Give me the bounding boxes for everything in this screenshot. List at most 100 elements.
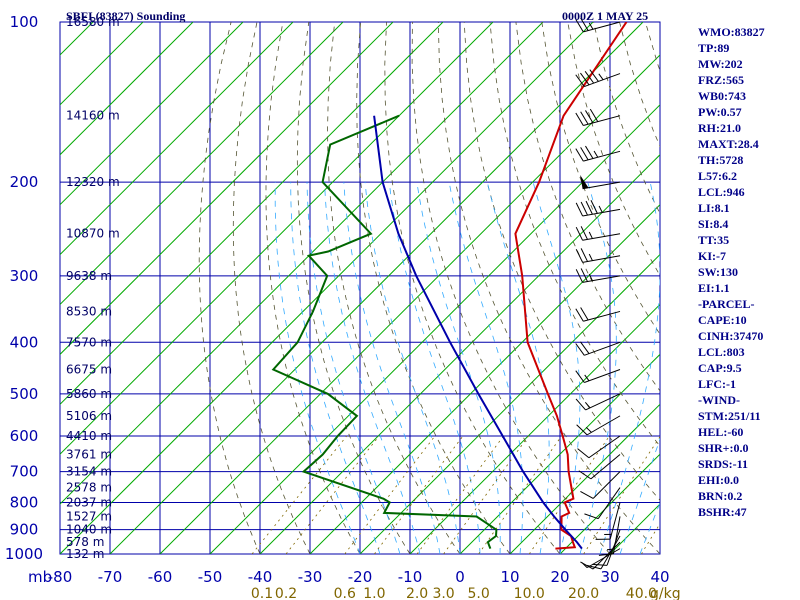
index-value: TT:35	[698, 233, 729, 247]
index-value: SW:130	[698, 265, 738, 279]
wind-barb-feather	[580, 111, 589, 125]
dry-adiabat	[356, 22, 511, 554]
height-label: 7570 m	[66, 335, 112, 349]
wind-barb-half-feather	[598, 205, 603, 213]
wind-barb-feather	[585, 110, 594, 124]
mixing-ratio-label: 3.0	[432, 586, 454, 600]
dry-adiabat	[593, 22, 660, 215]
skewed-isotherm	[159, 54, 660, 554]
wind-barb	[577, 435, 621, 459]
wind-barb	[575, 341, 621, 356]
moist-adiabat	[274, 182, 361, 554]
dry-adiabat	[411, 22, 611, 554]
dry-adiabat	[437, 22, 660, 554]
wind-barb-layer	[575, 17, 621, 570]
height-label: 3154 m	[66, 465, 112, 479]
wind-barb-staff	[597, 487, 621, 519]
pressure-tick-label: 300	[10, 267, 39, 285]
wind-barb-feather	[575, 148, 584, 162]
wind-barb-half-feather	[588, 231, 593, 239]
temperature-profile-line	[514, 22, 628, 550]
index-value: EHI:0.0	[698, 473, 739, 487]
temperature-tick-label: 10	[500, 568, 519, 586]
skewed-isotherm	[459, 353, 660, 554]
wind-barb-feather	[575, 226, 584, 241]
pressure-tick-label: 800	[10, 493, 39, 511]
mixing-ratio-line	[374, 435, 464, 554]
index-value: LCL:803	[698, 345, 745, 359]
height-label: 9638 m	[66, 269, 112, 283]
wind-barb-staff	[582, 275, 621, 283]
mixing-ratio-label: 0.1	[251, 586, 273, 600]
dry-adiabat	[198, 22, 261, 554]
mixing-ratio-line	[443, 435, 529, 554]
wind-barb-feather	[575, 370, 585, 383]
index-value: TP:89	[698, 41, 729, 55]
temperature-tick-label: -60	[148, 568, 173, 586]
wind-barb-feather	[575, 343, 585, 356]
moist-adiabat	[416, 182, 501, 554]
index-value: WB0:743	[698, 89, 746, 103]
moist-adiabat	[306, 182, 401, 554]
wind-barb	[584, 487, 621, 520]
wind-barb-staff	[600, 535, 621, 570]
profile-layer	[271, 22, 628, 550]
skewed-isotherm	[409, 303, 660, 554]
index-value: SI:8.4	[698, 217, 728, 231]
dry-adiabat	[749, 22, 800, 554]
wind-barb-feather	[580, 268, 588, 282]
wind-barb-feather	[575, 398, 586, 411]
wind-barb-feather	[580, 201, 588, 216]
index-value: LFC:-1	[698, 377, 736, 391]
wind-barb	[580, 174, 621, 190]
moist-adiabat	[599, 182, 660, 554]
skewed-isotherm	[359, 253, 660, 554]
temperature-tick-label: -10	[398, 568, 423, 586]
index-value: FRZ:565	[698, 73, 744, 87]
chart-title: SBFI (83827) Sounding	[66, 9, 185, 23]
wind-barb	[598, 516, 621, 556]
skewed-isotherm	[559, 453, 660, 554]
moist-adiabat	[486, 182, 550, 554]
wind-barb	[575, 393, 621, 411]
temperature-tick-label: -40	[248, 568, 273, 586]
mixing-ratio-line	[251, 435, 348, 554]
wind-barb-staff	[590, 454, 621, 480]
height-label: 1527 m	[66, 509, 112, 523]
wind-barb-staff	[584, 73, 621, 88]
index-value: EI:1.1	[698, 281, 730, 295]
wind-barb-staff	[585, 393, 621, 411]
wind-barb-feather	[575, 308, 584, 322]
wind-barb-feather	[580, 307, 589, 321]
wind-barb-half-feather	[581, 562, 588, 568]
height-label: 10870 m	[66, 227, 120, 241]
height-label: 132 m	[66, 547, 104, 561]
moist-adiabat	[364, 182, 461, 554]
dry-adiabat	[265, 22, 361, 554]
index-value: WMO:83827	[698, 25, 765, 39]
wind-barb	[580, 471, 621, 499]
index-value: MW:202	[698, 57, 743, 71]
skewed-isotherm	[60, 22, 194, 156]
wind-barb-staff	[586, 415, 621, 436]
temperature-tick-label: -50	[198, 568, 223, 586]
mixing-ratio-label: 40.0	[626, 586, 657, 600]
dry-adiabat	[384, 22, 561, 554]
index-value: -WIND-	[698, 393, 740, 407]
pressure-axis-unit: mb	[28, 568, 52, 586]
height-label: 4410 m	[66, 429, 112, 443]
pressure-tick-label: 700	[10, 463, 39, 481]
pressure-tick-label: 900	[10, 521, 39, 539]
pressure-tick-label: 400	[10, 333, 39, 351]
wind-barb-staff	[592, 471, 621, 499]
index-value: CAPE:10	[698, 313, 747, 327]
sounding-time: 0000Z 1 MAY 25	[562, 9, 648, 23]
index-value: BRN:0.2	[698, 489, 742, 503]
temperature-tick-label: 0	[455, 568, 465, 586]
wind-barb-staff	[582, 181, 621, 190]
skewed-isotherm	[60, 22, 244, 206]
parcel-profile-line	[373, 115, 583, 550]
wind-barb-staff	[584, 369, 621, 383]
height-label: 14160 m	[66, 109, 120, 123]
skewed-isotherm	[60, 22, 594, 554]
